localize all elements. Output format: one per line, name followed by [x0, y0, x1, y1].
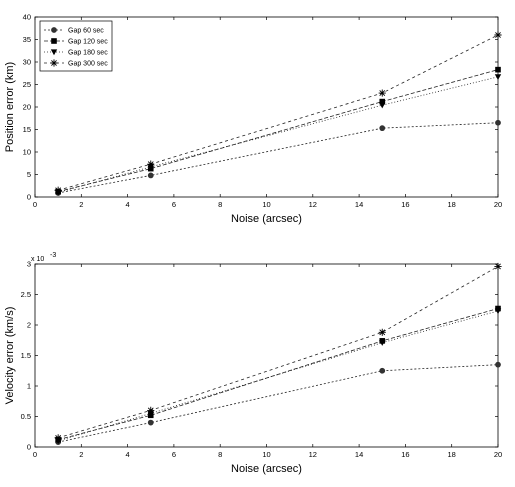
x-tick-label: 12	[309, 450, 317, 459]
y-exponent-label: x 10	[31, 256, 44, 263]
data-point	[494, 308, 502, 315]
legend-marker	[51, 38, 57, 44]
x-tick-label: 2	[79, 200, 83, 209]
series-line-1	[58, 364, 499, 443]
series-line-2	[58, 69, 499, 192]
series-line-3	[58, 310, 499, 442]
y-tick-label: 20	[23, 103, 31, 112]
y-axis-label: Position error (km)	[4, 62, 16, 152]
x-tick-label: 12	[309, 200, 317, 209]
data-point	[378, 89, 386, 97]
x-tick-label: 4	[126, 450, 130, 459]
data-point	[378, 328, 386, 336]
data-point	[147, 172, 154, 179]
x-tick-label: 0	[33, 200, 37, 209]
x-tick-label: 6	[172, 450, 176, 459]
y-tick-label: 1	[27, 382, 31, 391]
legend-marker	[50, 49, 58, 56]
x-axis-label: Noise (arcsec)	[231, 213, 302, 225]
data-point	[495, 66, 501, 73]
y-tick-label: 3	[27, 260, 31, 269]
plot-frame	[34, 263, 499, 448]
data-point	[494, 262, 502, 271]
x-tick-label: 8	[218, 450, 222, 459]
data-point	[494, 31, 502, 39]
x-tick-label: 14	[355, 450, 363, 459]
legend-label: Gap 120 sec	[68, 39, 108, 46]
data-point	[147, 419, 154, 426]
y-tick-label: 0.5	[21, 412, 31, 421]
data-point	[54, 434, 62, 442]
series-line-2	[58, 308, 499, 441]
y-tick-label: 10	[23, 148, 31, 157]
y-tick-label: 2.5	[21, 290, 31, 299]
x-tick-label: 20	[494, 450, 502, 459]
y-tick-label: 0	[27, 193, 31, 202]
series-line-3	[58, 76, 499, 193]
chart-panel-1: 0 2 4 6 8 10 12 14 16 18 20 0 5 10 15 20 25 30 35 40 Noise (…	[4, 13, 502, 225]
series-line-1	[58, 122, 499, 194]
x-tick-label: 10	[262, 200, 270, 209]
chart-panel-2: 0 2 4 6 8 10 12 14 16 18 20 0 0.5 1 1.5 2 2.5 3 Noise (arc…	[4, 252, 502, 475]
y-axis-label: Velocity error (km/s)	[4, 307, 16, 405]
legend-marker	[50, 59, 58, 67]
y-tick-label: 35	[23, 35, 31, 44]
data-point	[379, 340, 386, 346]
data-point	[54, 186, 62, 194]
y-tick-label: 1.5	[21, 351, 31, 360]
y-tick-label: 25	[23, 80, 31, 89]
data-point	[147, 406, 155, 414]
data-point	[379, 98, 386, 105]
legend: Gap 60 sec Gap 120 sec Gap 180 sec Gap 300 …	[39, 20, 113, 72]
x-tick-label: 6	[172, 200, 176, 209]
data-point	[379, 367, 386, 374]
legend-label: Gap 60 sec	[68, 28, 104, 35]
x-tick-label: 4	[126, 200, 130, 209]
x-tick-label: 8	[218, 200, 222, 209]
x-tick-label: 2	[79, 450, 83, 459]
y-tick-label: 30	[23, 58, 31, 67]
series-line-4	[58, 266, 499, 439]
data-point	[494, 74, 502, 81]
data-point	[379, 102, 386, 109]
y-exponent-value: -3	[50, 252, 56, 259]
x-tick-label: 16	[401, 450, 409, 459]
x-tick-label: 0	[33, 450, 37, 459]
y-tick-label: 5	[27, 170, 31, 179]
x-tick-label: 18	[448, 200, 456, 209]
x-tick-label: 14	[355, 200, 363, 209]
data-point	[495, 361, 501, 368]
y-tick-label: 0	[27, 443, 31, 452]
y-tick-label: 2	[27, 321, 31, 330]
data-point	[147, 160, 155, 168]
legend-label: Gap 180 sec	[68, 50, 108, 57]
x-tick-label: 16	[401, 200, 409, 209]
legend-marker	[51, 27, 57, 33]
data-point	[495, 119, 501, 126]
data-point	[379, 125, 386, 132]
y-tick-label: 40	[23, 13, 31, 22]
y-tick-label: 15	[23, 125, 31, 134]
legend-label: Gap 300 sec	[68, 61, 108, 68]
x-tick-label: 10	[262, 450, 270, 459]
x-tick-label: 20	[494, 200, 502, 209]
x-axis-label: Noise (arcsec)	[231, 463, 302, 475]
x-tick-label: 18	[448, 450, 456, 459]
series-line-4	[58, 34, 499, 191]
